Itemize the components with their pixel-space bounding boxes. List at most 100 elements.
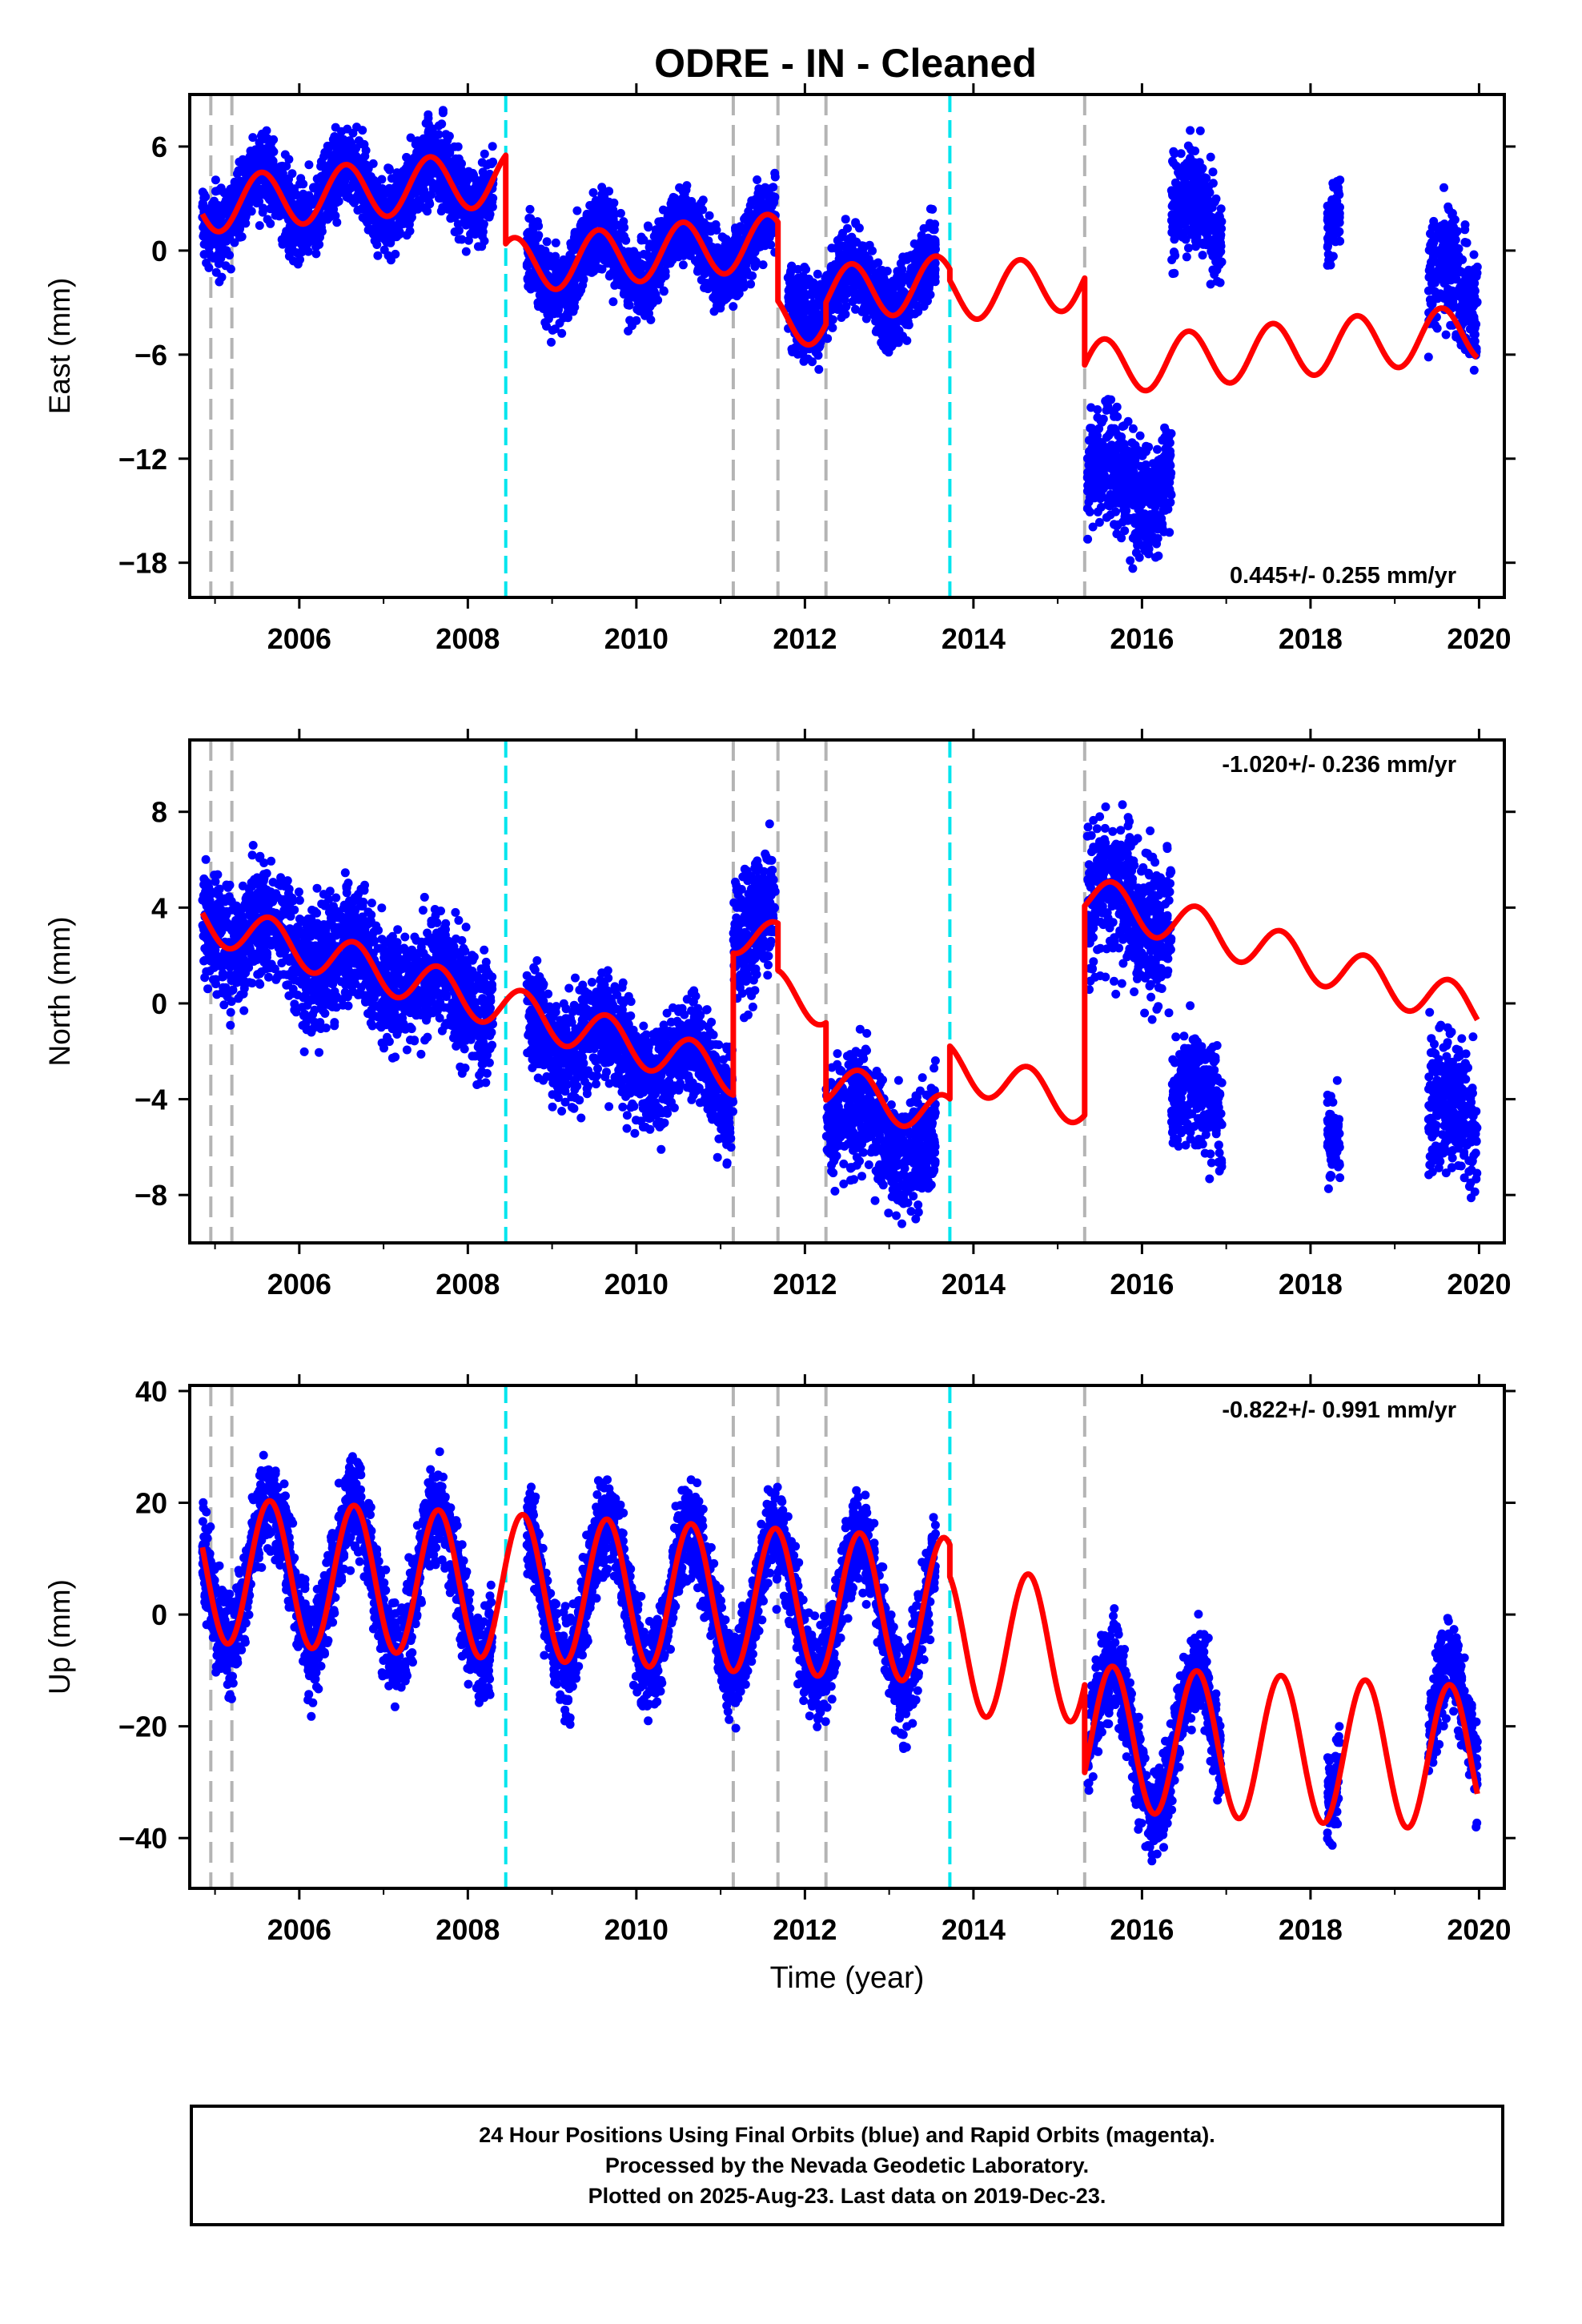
data-point: [926, 204, 935, 214]
data-point: [576, 221, 585, 231]
data-point: [1084, 476, 1094, 485]
data-point: [760, 188, 769, 198]
data-point: [542, 237, 552, 247]
data-point: [1154, 456, 1163, 465]
data-point: [438, 108, 448, 118]
data-point: [450, 213, 460, 223]
data-point: [881, 345, 891, 355]
data-point: [849, 279, 858, 288]
data-point: [570, 288, 580, 298]
data-point: [473, 242, 483, 251]
data-point: [309, 183, 318, 192]
data-point: [473, 191, 483, 200]
data-point: [620, 282, 630, 292]
data-point: [901, 320, 911, 329]
data-point: [436, 139, 446, 148]
data-point: [550, 324, 560, 334]
data-point: [437, 119, 447, 129]
data-point: [909, 239, 919, 248]
data-point: [600, 192, 609, 202]
data-point: [444, 131, 454, 141]
data-point: [1098, 414, 1108, 424]
data-point: [731, 226, 741, 235]
data-point: [366, 172, 375, 181]
data-point: [608, 213, 616, 223]
data-point: [789, 290, 799, 300]
data-point: [1128, 533, 1138, 543]
data-point: [791, 300, 801, 310]
data-point: [408, 207, 417, 216]
data-point: [258, 151, 267, 161]
data-point: [272, 197, 282, 207]
data-point: [729, 285, 739, 294]
data-point: [323, 141, 332, 151]
data-point: [1110, 498, 1120, 508]
data-point: [705, 211, 714, 220]
data-point: [721, 275, 730, 285]
data-point: [1161, 475, 1170, 485]
data-point: [253, 161, 263, 171]
data-point: [540, 318, 550, 328]
data-point: [237, 165, 247, 174]
data-point: [1102, 513, 1111, 522]
data-point: [926, 219, 934, 228]
data-point: [488, 142, 497, 151]
data-point: [1198, 251, 1207, 260]
data-point: [1170, 268, 1179, 278]
data-point: [552, 267, 561, 277]
data-point: [366, 226, 375, 235]
data-point: [1086, 424, 1095, 433]
data-point: [930, 263, 939, 272]
data-point: [673, 252, 683, 262]
data-point: [222, 236, 231, 246]
data-point: [624, 300, 634, 310]
data-point: [1126, 556, 1135, 565]
data-point: [1093, 405, 1102, 414]
data-point: [909, 254, 918, 263]
data-point: [890, 321, 900, 331]
data-point: [1122, 445, 1131, 455]
data-point: [357, 195, 367, 205]
data-point: [649, 231, 659, 241]
data-point: [416, 195, 425, 205]
data-point: [808, 357, 817, 367]
data-point: [399, 207, 408, 215]
data-point: [1153, 479, 1162, 489]
data-point: [559, 260, 568, 270]
data-point: [304, 160, 314, 170]
data-point: [541, 260, 551, 270]
data-point: [1096, 502, 1106, 512]
data-point: [312, 174, 322, 183]
data-point: [1092, 480, 1102, 490]
data-point: [1157, 514, 1166, 523]
data-point: [1120, 526, 1130, 536]
data-point: [475, 214, 484, 223]
data-point: [221, 261, 231, 271]
data-point: [1162, 442, 1172, 452]
data-point: [828, 323, 837, 332]
data-point: [1095, 462, 1105, 472]
data-point: [643, 221, 652, 231]
data-point: [246, 196, 255, 206]
data-point: [204, 235, 213, 245]
data-point: [266, 219, 275, 228]
data-point: [600, 247, 609, 257]
data-point: [420, 137, 430, 146]
data-point: [754, 243, 764, 252]
data-point: [436, 207, 446, 216]
data-point: [591, 253, 600, 262]
data-point: [215, 277, 224, 287]
data-points: [198, 106, 1482, 573]
data-point: [555, 293, 564, 303]
data-point: [562, 287, 572, 297]
data-point: [843, 223, 852, 233]
data-point: [1153, 444, 1162, 454]
data-point: [348, 151, 358, 161]
data-point: [787, 262, 796, 271]
data-point: [480, 236, 489, 246]
data-point: [619, 289, 628, 299]
data-point: [278, 169, 287, 179]
data-point: [436, 146, 445, 155]
data-point: [348, 197, 358, 206]
data-point: [425, 199, 435, 209]
